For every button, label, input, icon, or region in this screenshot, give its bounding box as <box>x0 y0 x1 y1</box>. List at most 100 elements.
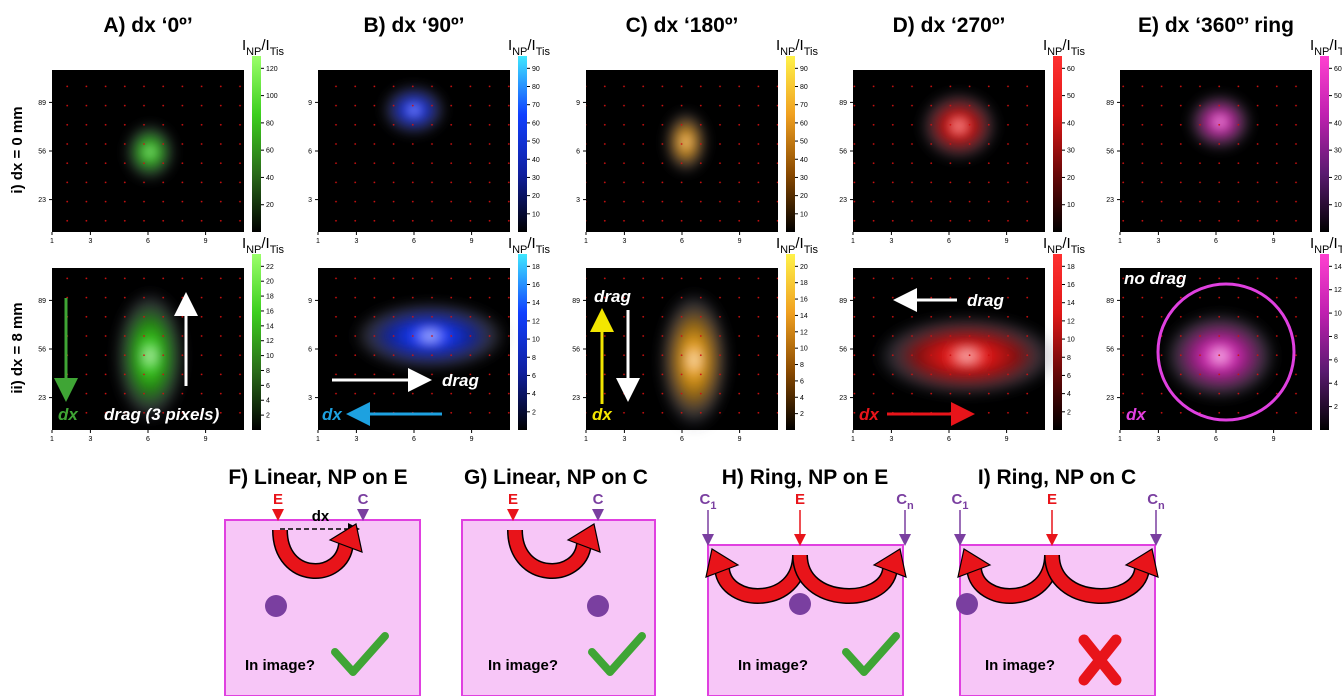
x-tick-label: 1 <box>316 436 320 443</box>
colorbar-tick-label: 60 <box>800 120 808 127</box>
diagram-title: G) Linear, NP on C <box>464 466 648 489</box>
arrow-head <box>328 523 363 553</box>
colorbar-tick-label: 70 <box>800 102 808 109</box>
colorbar-label-part: Tis <box>1071 46 1086 58</box>
colorbar-tick-label: 40 <box>1334 120 1342 127</box>
checkmark <box>842 632 900 676</box>
x-tick-label: 3 <box>88 436 92 443</box>
x-tick-label: 1 <box>584 238 588 245</box>
question: In image? <box>738 657 808 674</box>
colorbar-tick-label: 4 <box>800 395 804 402</box>
y-tick-label: 89 <box>572 298 580 305</box>
annotation: dx <box>592 405 613 424</box>
y-tick-label: 3 <box>308 197 312 204</box>
colorbar-tick-label: 8 <box>532 355 536 362</box>
y-tick-label: 23 <box>1106 395 1114 402</box>
colorbar-tick-label: 10 <box>1067 202 1075 209</box>
annotation: dx <box>1126 405 1147 424</box>
pixel-grid <box>853 268 1045 430</box>
pixel-grid <box>1120 268 1312 430</box>
colorbar-tick-label: 30 <box>1334 148 1342 155</box>
colorbar-tick-label: 60 <box>532 120 540 127</box>
colorbar-tick-label: 20 <box>800 193 808 200</box>
x-tick-label: 6 <box>1214 238 1218 245</box>
colorbar-tick-label: 10 <box>1334 202 1342 209</box>
y-tick-label: 23 <box>38 197 46 204</box>
nanoparticle <box>956 593 978 615</box>
y-tick-label: 6 <box>308 149 312 156</box>
panel-title: B) dx ‘90º’ <box>363 14 464 37</box>
electrode-label: C <box>358 491 369 508</box>
y-tick-label: 6 <box>308 347 312 354</box>
ring <box>1156 282 1296 422</box>
colorbar-label-part: I <box>242 37 246 54</box>
pixel-grid <box>318 268 510 430</box>
colorbar-tick-label: 14 <box>1067 300 1075 307</box>
electrode-label-sub: n <box>1158 500 1165 512</box>
colorbar-tick-label: 14 <box>800 313 808 320</box>
x-tick-label: 9 <box>470 436 474 443</box>
x-tick-label: 3 <box>622 238 626 245</box>
electrode-label-text: E <box>508 491 518 508</box>
electrode-label-sub: n <box>907 500 914 512</box>
colorbar-tick-label: 8 <box>1067 355 1071 362</box>
y-tick-label: 3 <box>576 197 580 204</box>
question: In image? <box>245 657 315 674</box>
y-tick-label: 23 <box>839 197 847 204</box>
diagram-title: H) Ring, NP on E <box>722 466 888 489</box>
y-tick-label: 23 <box>38 395 46 402</box>
x-tick-label: 3 <box>889 238 893 245</box>
panel-title: D) dx ‘270º’ <box>893 14 1006 37</box>
x-tick-label: 9 <box>738 436 742 443</box>
colorbar-tick-label: 10 <box>1067 337 1075 344</box>
electrode-label: Cn <box>1147 491 1165 512</box>
colorbar-tick-label: 10 <box>266 353 274 360</box>
colorbar-label-part: /I <box>527 37 535 54</box>
colorbar-tick-label: 18 <box>800 280 808 287</box>
colorbar-tick-label: 50 <box>1067 93 1075 100</box>
colorbar-tick-label: 70 <box>532 102 540 109</box>
colorbar-tick-label: 2 <box>266 413 270 420</box>
curved-arrow <box>508 529 591 578</box>
colorbar-tick-label: 10 <box>532 337 540 344</box>
y-tick-label: 89 <box>38 298 46 305</box>
colorbar-tick-label: 40 <box>266 175 274 182</box>
colorbar-label: INP/ITis <box>1043 235 1086 256</box>
electrode-label: E <box>795 491 805 508</box>
pixel-grid <box>853 70 1045 232</box>
annotation: drag (3 pixels) <box>104 405 220 424</box>
colorbar-tick-label: 50 <box>800 139 808 146</box>
electrode-label-text: E <box>795 491 805 508</box>
electrode-label-sub: 1 <box>710 500 716 512</box>
x-tick-label: 9 <box>1272 436 1276 443</box>
colorbar-label-part: NP <box>512 46 527 58</box>
colorbar-label-part: Tis <box>270 46 285 58</box>
colorbar-tick-label: 20 <box>532 193 540 200</box>
colorbar-label: INP/ITis <box>508 37 551 58</box>
colorbar-tick-label: 30 <box>1067 148 1075 155</box>
diagram-title: I) Ring, NP on C <box>978 466 1136 489</box>
colorbar <box>518 254 527 430</box>
arrow-head <box>566 523 601 553</box>
sample-box <box>224 519 421 696</box>
colorbar-tick-label: 6 <box>266 383 270 390</box>
colorbar-label-part: Tis <box>536 244 551 256</box>
colorbar-tick-label: 8 <box>266 368 270 375</box>
colorbar-tick-label: 40 <box>1067 120 1075 127</box>
colorbar-label-part: Tis <box>1338 244 1342 256</box>
x-tick-label: 3 <box>1156 238 1160 245</box>
colorbar <box>1320 56 1329 232</box>
y-tick-label: 23 <box>572 395 580 402</box>
colorbar-tick-label: 12 <box>800 329 808 336</box>
colorbar <box>786 254 795 430</box>
electrode-label-text: E <box>1047 491 1057 508</box>
nanoparticle <box>587 595 609 617</box>
colorbar <box>252 254 261 430</box>
x-tick-label: 1 <box>316 238 320 245</box>
colorbar-label-part: I <box>776 37 780 54</box>
colorbar-label-part: I <box>242 235 246 252</box>
colorbar-label-part: NP <box>1047 244 1062 256</box>
colorbar-tick-label: 4 <box>1067 391 1071 398</box>
electrode-label: E <box>273 491 283 508</box>
y-tick-label: 9 <box>308 100 312 107</box>
